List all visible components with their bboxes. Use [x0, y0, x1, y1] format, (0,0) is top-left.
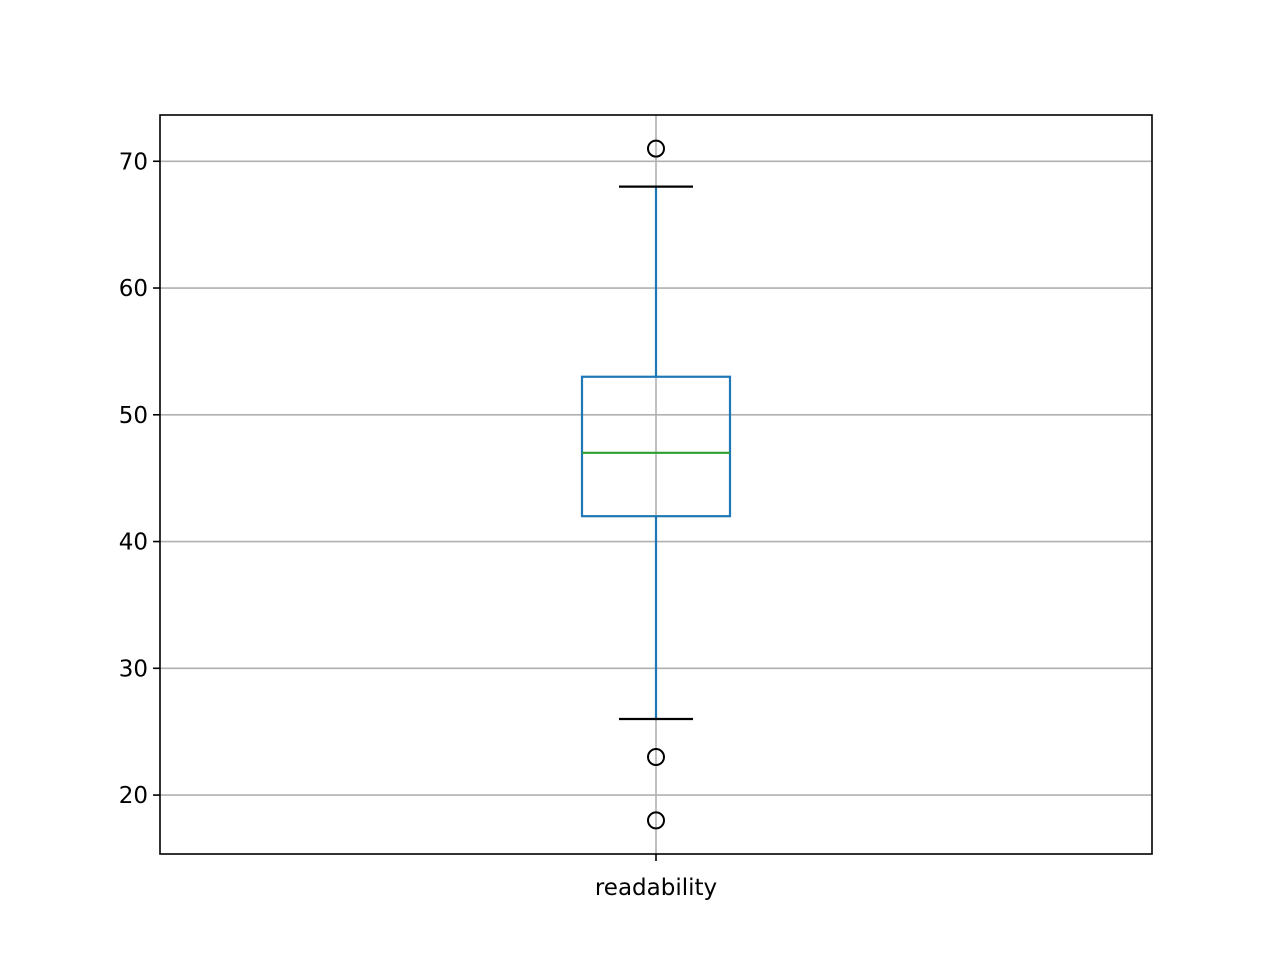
x-tick-label: readability	[595, 875, 717, 901]
outlier-point	[647, 748, 665, 767]
y-tick-label: 70	[119, 149, 148, 175]
label-layer: 20 30 40 50 60 70 readability	[119, 149, 717, 901]
y-tick-label: 60	[119, 276, 148, 302]
y-tick-label: 20	[119, 783, 148, 809]
outlier-point	[647, 811, 665, 830]
y-tick-label: 30	[119, 656, 148, 682]
tick-layer	[153, 160, 657, 861]
box-layer	[580, 139, 732, 830]
y-tick-label: 40	[119, 530, 148, 556]
y-tick-label: 50	[119, 403, 148, 429]
iqr-box	[580, 375, 732, 518]
outlier-point	[647, 139, 665, 158]
